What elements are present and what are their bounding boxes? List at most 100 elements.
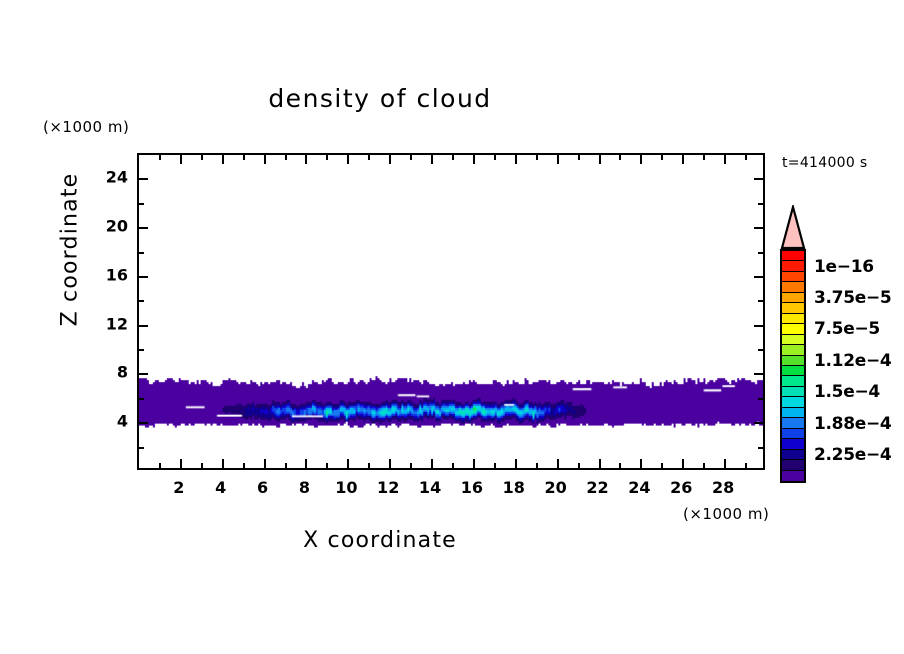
colorbar-band bbox=[782, 251, 804, 262]
axis-tick bbox=[619, 463, 622, 468]
colorbar-band bbox=[782, 303, 804, 314]
colorbar-band bbox=[782, 449, 804, 461]
axis-tick bbox=[158, 463, 161, 468]
colorbar-band bbox=[782, 324, 804, 335]
colorbar-band bbox=[782, 470, 804, 481]
axis-tick bbox=[326, 463, 329, 468]
axis-tick bbox=[745, 155, 748, 160]
axis-tick bbox=[472, 459, 475, 468]
colorbar-band bbox=[782, 261, 804, 272]
axis-tick bbox=[368, 155, 371, 160]
axis-tick bbox=[758, 349, 763, 352]
axis-tick bbox=[139, 251, 144, 254]
axis-tick bbox=[640, 459, 643, 468]
axis-tick bbox=[556, 155, 559, 164]
x-tick-label: 12 bbox=[377, 478, 400, 497]
axis-tick bbox=[200, 155, 203, 160]
axis-tick bbox=[326, 155, 329, 160]
axis-tick bbox=[139, 300, 144, 303]
x-tick-label: 26 bbox=[670, 478, 693, 497]
axis-tick bbox=[682, 155, 685, 164]
y-axis-unit-label: (×1000 m) bbox=[43, 118, 130, 136]
colorbar bbox=[780, 205, 806, 483]
axis-tick bbox=[410, 463, 413, 468]
colorbar-tick-label: 1.88e−4 bbox=[814, 413, 892, 434]
axis-tick bbox=[305, 155, 308, 164]
axis-tick bbox=[242, 463, 245, 468]
axis-tick bbox=[139, 422, 148, 425]
colorbar-tick-label: 1e−16 bbox=[814, 256, 874, 277]
axis-tick bbox=[758, 251, 763, 254]
axis-tick bbox=[754, 178, 763, 181]
x-tick-label: 14 bbox=[418, 478, 442, 497]
colorbar-band bbox=[782, 386, 804, 398]
colorbar-tick-label: 1.12e−4 bbox=[814, 350, 892, 371]
axis-tick bbox=[619, 155, 622, 160]
colorbar-band bbox=[782, 428, 804, 440]
cloud-density-field bbox=[139, 155, 763, 468]
axis-tick bbox=[139, 202, 144, 205]
y-tick-label: 16 bbox=[105, 265, 128, 285]
axis-tick bbox=[661, 155, 664, 160]
axis-tick bbox=[535, 155, 538, 160]
colorbar-tick-label: 7.5e−5 bbox=[814, 319, 880, 340]
y-tick-label: 4 bbox=[116, 411, 128, 431]
colorbar-band bbox=[782, 418, 804, 429]
axis-tick bbox=[640, 155, 643, 164]
colorbar-band bbox=[782, 292, 804, 304]
axis-tick bbox=[221, 155, 224, 164]
page-title: density of cloud bbox=[268, 84, 492, 113]
axis-tick bbox=[242, 155, 245, 160]
axis-tick bbox=[263, 155, 266, 164]
axis-tick bbox=[389, 155, 392, 164]
axis-tick bbox=[493, 463, 496, 468]
colorbar-band bbox=[782, 460, 804, 471]
axis-tick bbox=[598, 459, 601, 468]
x-tick-label: 20 bbox=[544, 478, 567, 497]
axis-tick bbox=[758, 397, 763, 400]
colorbar-band bbox=[782, 376, 804, 387]
colorbar-bands bbox=[780, 249, 806, 483]
x-tick-label: 24 bbox=[628, 478, 651, 497]
x-tick-label: 8 bbox=[298, 478, 311, 497]
x-tick-label: 28 bbox=[711, 478, 735, 497]
axis-tick bbox=[535, 463, 538, 468]
axis-tick bbox=[452, 463, 454, 468]
axis-tick bbox=[703, 155, 706, 160]
colorbar-band bbox=[782, 407, 804, 419]
axis-tick bbox=[139, 178, 148, 181]
axis-tick bbox=[514, 155, 517, 164]
axis-tick bbox=[754, 373, 763, 376]
axis-tick bbox=[200, 463, 203, 468]
colorbar-band bbox=[782, 334, 804, 346]
axis-tick bbox=[263, 459, 266, 468]
axis-tick bbox=[661, 463, 664, 468]
colorbar-band bbox=[782, 439, 804, 450]
axis-tick bbox=[745, 463, 748, 468]
axis-tick bbox=[221, 459, 224, 468]
y-tick-label: 20 bbox=[105, 216, 128, 236]
colorbar-tick-label: 2.25e−4 bbox=[814, 444, 892, 465]
axis-tick bbox=[452, 155, 454, 160]
axis-tick bbox=[514, 459, 517, 468]
y-tick-label: 8 bbox=[116, 362, 128, 382]
colorbar-band bbox=[782, 271, 804, 283]
axis-tick bbox=[305, 459, 308, 468]
axis-tick bbox=[158, 155, 161, 160]
colorbar-tick-label: 1.5e−4 bbox=[814, 382, 880, 403]
axis-tick bbox=[139, 349, 144, 352]
axis-tick bbox=[754, 275, 763, 278]
axis-tick bbox=[577, 463, 580, 468]
axis-tick bbox=[758, 202, 763, 205]
x-tick-label: 10 bbox=[335, 478, 358, 497]
colorbar-extend-arrow-icon bbox=[780, 205, 806, 249]
colorbar-tick-label: 3.75e−5 bbox=[814, 288, 892, 309]
axis-tick bbox=[347, 155, 350, 164]
x-axis-title: X coordinate bbox=[303, 528, 457, 553]
axis-tick bbox=[139, 446, 144, 449]
axis-tick bbox=[472, 155, 475, 164]
x-axis-unit-label: (×1000 m) bbox=[683, 505, 770, 523]
x-tick-label: 4 bbox=[215, 478, 227, 497]
axis-tick bbox=[703, 463, 706, 468]
axis-tick bbox=[410, 155, 413, 160]
